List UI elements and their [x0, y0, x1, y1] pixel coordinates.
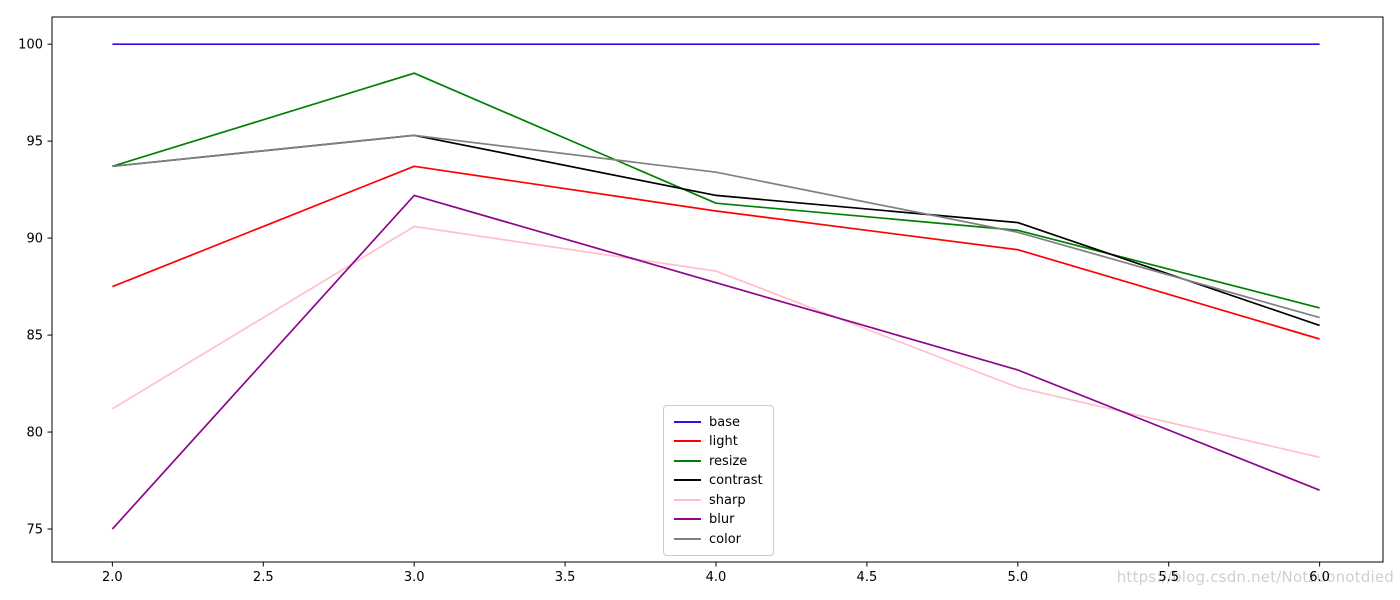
legend-swatch-base	[674, 420, 701, 423]
legend-item-resize: resize	[674, 451, 763, 471]
y-tick-label: 80	[26, 426, 43, 441]
x-tick-label: 2.0	[102, 570, 123, 585]
legend-swatch-resize	[674, 459, 701, 462]
legend-swatch-color	[674, 537, 701, 540]
series-line-resize	[112, 72, 1320, 309]
x-tick-label: 3.0	[404, 570, 425, 585]
legend-label: light	[709, 434, 738, 450]
y-tick-label: 75	[26, 523, 43, 538]
legend-item-light: light	[674, 432, 763, 452]
series-line-light	[112, 165, 1320, 340]
series-line-color	[112, 134, 1320, 319]
x-tick-label: 5.0	[1007, 570, 1028, 585]
legend-item-sharp: sharp	[674, 490, 763, 510]
x-tick-label: 4.0	[706, 570, 727, 585]
legend-label: sharp	[709, 492, 746, 508]
x-tick-label: 6.0	[1309, 570, 1330, 585]
y-tick-label: 85	[26, 329, 43, 344]
legend-item-color: color	[674, 529, 763, 549]
legend-item-blur: blur	[674, 510, 763, 530]
x-tick-label: 5.5	[1158, 570, 1179, 585]
x-tick-label: 4.5	[857, 570, 878, 585]
series-line-contrast	[112, 134, 1320, 327]
legend-swatch-blur	[674, 518, 701, 521]
y-tick-label: 95	[26, 135, 43, 150]
watermark: https://blog.csdn.net/Notzuonotdied	[1116, 568, 1394, 586]
legend-item-contrast: contrast	[674, 471, 763, 491]
x-tick-label: 2.5	[253, 570, 274, 585]
x-tick-label: 3.5	[555, 570, 576, 585]
legend-swatch-sharp	[674, 498, 701, 501]
y-tick-label: 90	[26, 232, 43, 247]
legend-label: base	[709, 414, 740, 430]
axes-frame	[51, 16, 1384, 563]
legend: base light resize contrast sharp blur color	[663, 405, 774, 556]
legend-label: resize	[709, 453, 748, 469]
legend-swatch-light	[674, 440, 701, 443]
y-tick-label: 100	[18, 38, 43, 53]
legend-swatch-contrast	[674, 479, 701, 482]
legend-label: contrast	[709, 473, 763, 489]
legend-label: color	[709, 531, 742, 547]
legend-label: blur	[709, 512, 735, 528]
legend-item-base: base	[674, 412, 763, 432]
series-line-blur	[111, 194, 1320, 530]
